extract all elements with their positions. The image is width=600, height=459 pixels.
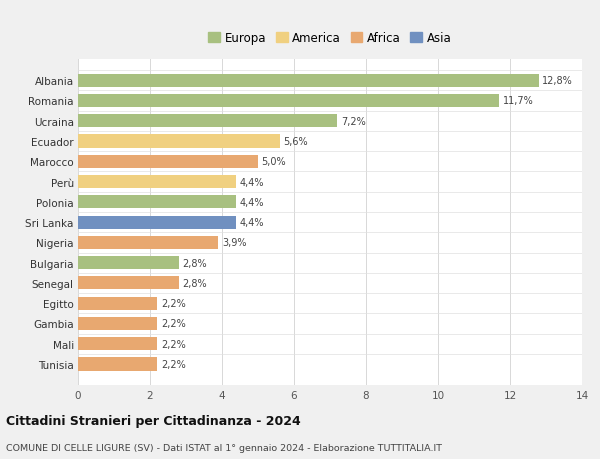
Bar <box>78 297 157 310</box>
Text: 2,8%: 2,8% <box>182 278 207 288</box>
Bar <box>78 196 236 209</box>
Text: COMUNE DI CELLE LIGURE (SV) - Dati ISTAT al 1° gennaio 2024 - Elaborazione TUTTI: COMUNE DI CELLE LIGURE (SV) - Dati ISTAT… <box>6 443 442 452</box>
Text: 11,7%: 11,7% <box>503 96 533 106</box>
Text: 5,0%: 5,0% <box>262 157 286 167</box>
Text: 2,2%: 2,2% <box>161 298 185 308</box>
Bar <box>78 115 337 128</box>
Text: 2,2%: 2,2% <box>161 319 185 329</box>
Bar <box>78 257 179 269</box>
Bar <box>78 216 236 229</box>
Text: 2,2%: 2,2% <box>161 359 185 369</box>
Bar <box>78 135 280 148</box>
Bar <box>78 337 157 351</box>
Legend: Europa, America, Africa, Asia: Europa, America, Africa, Asia <box>206 30 454 47</box>
Bar <box>78 176 236 189</box>
Text: 2,2%: 2,2% <box>161 339 185 349</box>
Bar <box>78 277 179 290</box>
Bar <box>78 156 258 168</box>
Text: 3,9%: 3,9% <box>222 238 247 248</box>
Text: 4,4%: 4,4% <box>240 197 265 207</box>
Text: 7,2%: 7,2% <box>341 117 365 127</box>
Bar <box>78 317 157 330</box>
Text: 4,4%: 4,4% <box>240 218 265 228</box>
Bar <box>78 74 539 88</box>
Text: Cittadini Stranieri per Cittadinanza - 2024: Cittadini Stranieri per Cittadinanza - 2… <box>6 414 301 428</box>
Text: 2,8%: 2,8% <box>182 258 207 268</box>
Text: 5,6%: 5,6% <box>283 137 308 147</box>
Bar <box>78 236 218 249</box>
Text: 12,8%: 12,8% <box>542 76 573 86</box>
Bar <box>78 358 157 371</box>
Text: 4,4%: 4,4% <box>240 177 265 187</box>
Bar <box>78 95 499 108</box>
